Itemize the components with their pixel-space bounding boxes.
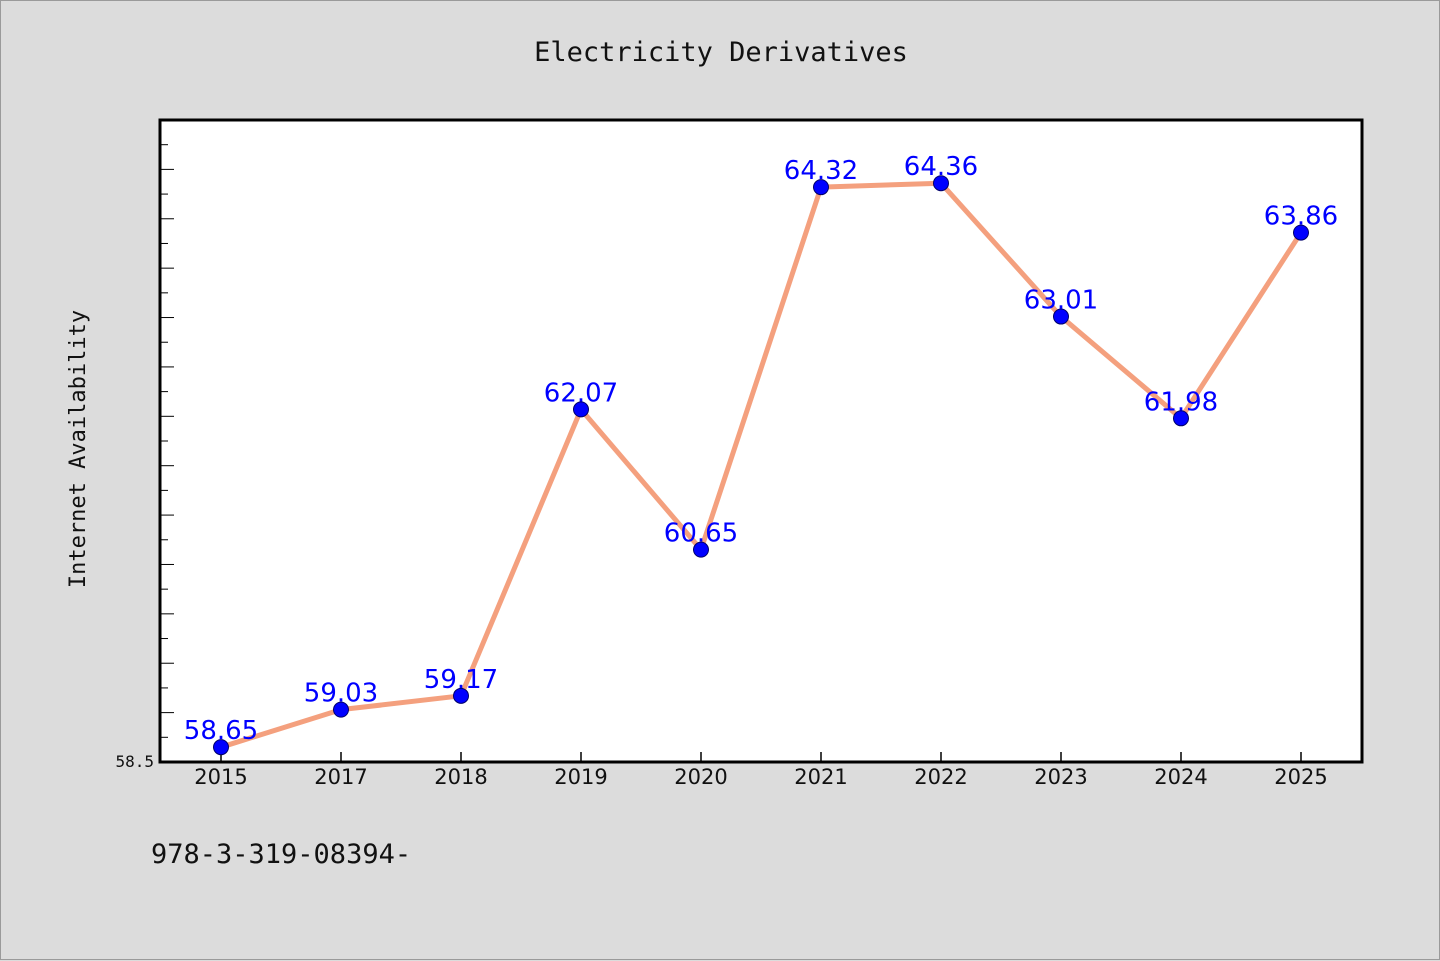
data-point bbox=[1293, 224, 1309, 241]
x-axis-ticks: 2015 2017 2018 2019 2020 2021 2022 2023 2024 2025 bbox=[194, 752, 1328, 789]
x-tick-label: 2020 bbox=[674, 765, 727, 789]
data-label: 64.32 bbox=[784, 156, 858, 186]
data-label: 64.36 bbox=[904, 152, 978, 182]
data-point bbox=[573, 401, 589, 418]
x-tick-label: 2025 bbox=[1274, 765, 1327, 789]
data-label: 62.07 bbox=[544, 378, 618, 408]
data-point bbox=[1053, 308, 1069, 325]
data-labels: 58.65 59.03 59.17 62.07 60.65 64.32 64.36 63.01… bbox=[184, 152, 1338, 746]
data-label: 63.01 bbox=[1024, 286, 1098, 316]
x-tick-label: 2023 bbox=[1034, 765, 1087, 789]
y-axis-label: Internet Availability bbox=[66, 310, 91, 588]
data-label: 58.65 bbox=[184, 716, 258, 746]
data-point bbox=[1173, 410, 1189, 427]
data-label: 59.17 bbox=[424, 665, 498, 695]
data-point bbox=[813, 179, 829, 196]
chart-title: Electricity Derivatives bbox=[534, 37, 908, 68]
data-label: 63.86 bbox=[1264, 202, 1338, 232]
data-point bbox=[213, 739, 229, 756]
data-label: 60.65 bbox=[664, 519, 738, 549]
y-minor-ticks bbox=[160, 144, 174, 738]
data-label: 59.03 bbox=[304, 679, 378, 709]
x-tick-label: 2019 bbox=[554, 765, 607, 789]
data-point bbox=[453, 687, 469, 704]
data-label: 61.98 bbox=[1144, 387, 1218, 417]
x-tick-label: 2022 bbox=[914, 765, 967, 789]
series-markers bbox=[213, 175, 1309, 756]
y-tick-label: 58.5 bbox=[115, 752, 154, 771]
x-tick-label: 2018 bbox=[434, 765, 487, 789]
data-point bbox=[333, 701, 349, 718]
x-tick-label: 2021 bbox=[794, 765, 847, 789]
data-point bbox=[933, 175, 949, 192]
x-tick-label: 2015 bbox=[194, 765, 247, 789]
data-point bbox=[693, 541, 709, 558]
plot-area bbox=[158, 118, 1364, 764]
x-tick-label: 2024 bbox=[1154, 765, 1207, 789]
footnote: 978-3-319-08394- bbox=[151, 839, 411, 870]
x-tick-label: 2017 bbox=[314, 765, 367, 789]
series-line bbox=[220, 180, 1304, 750]
